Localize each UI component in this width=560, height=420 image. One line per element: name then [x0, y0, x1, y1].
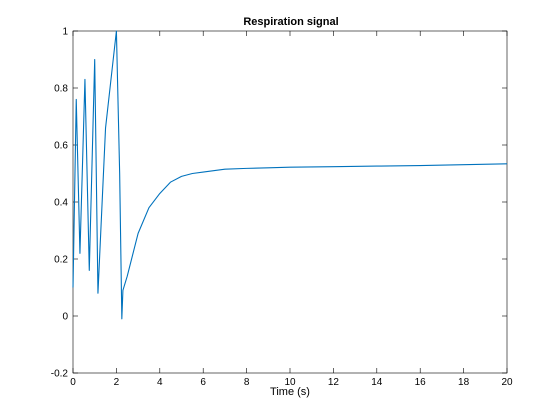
axis-ticks: [72, 30, 508, 374]
y-tick-label: 0.6: [54, 141, 68, 152]
x-tick-label: 16: [415, 377, 427, 388]
y-tick-label: 0.4: [54, 198, 68, 209]
x-tick-label: 4: [157, 377, 163, 388]
y-tick-label: 0.8: [54, 84, 68, 95]
x-tick-label: 12: [328, 377, 340, 388]
x-tick-label: 14: [371, 377, 383, 388]
plot-area: [72, 30, 508, 374]
y-tick-label: 1: [62, 27, 68, 38]
x-tick-label: 18: [458, 377, 470, 388]
x-axis-label: Time (s): [270, 386, 310, 398]
y-tick-label: 0: [62, 312, 68, 323]
respiration-signal-line: [72, 30, 508, 320]
y-tick-label: -0.2: [51, 369, 69, 380]
x-tick-label: 20: [501, 377, 513, 388]
x-tick-label: 0: [70, 377, 76, 388]
chart-title: Respiration signal: [243, 16, 338, 28]
y-tick-label: 0.2: [54, 255, 68, 266]
x-tick-label: 8: [244, 377, 250, 388]
x-tick-label: 10: [284, 377, 296, 388]
tick-labels: 0 2 4 6 8 10 12 14 16 18 20-0.200.20.40.60.81: [51, 27, 513, 389]
x-tick-label: 2: [114, 377, 120, 388]
x-tick-label: 6: [200, 377, 206, 388]
